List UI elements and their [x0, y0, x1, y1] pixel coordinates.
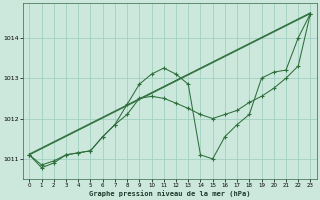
- X-axis label: Graphe pression niveau de la mer (hPa): Graphe pression niveau de la mer (hPa): [89, 190, 251, 197]
